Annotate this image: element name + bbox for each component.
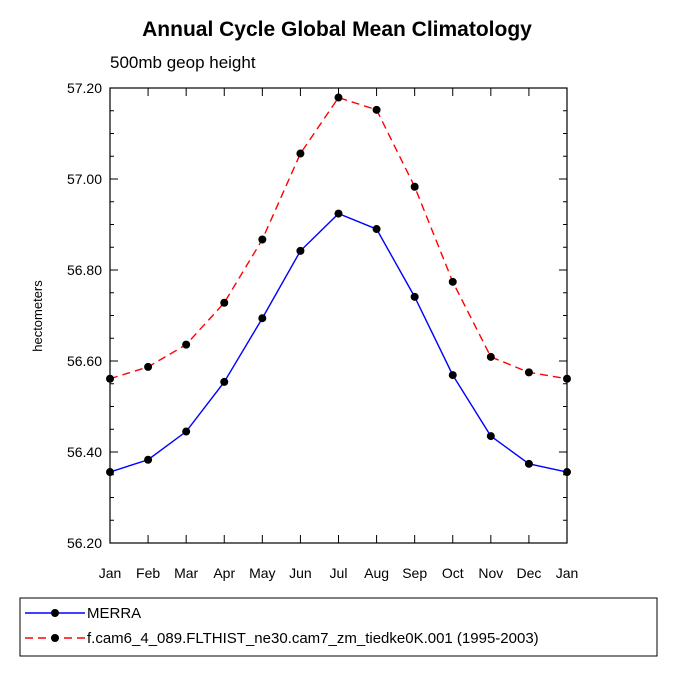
- series-2-point: [372, 105, 381, 114]
- series-2-point: [524, 368, 533, 377]
- series-2-point: [220, 298, 229, 307]
- series-1-point: [144, 455, 153, 464]
- plot-frame: [109, 87, 568, 544]
- x-tick-label: Apr: [213, 565, 235, 581]
- series-layer: [106, 93, 571, 477]
- series-line-1: [109, 212, 568, 473]
- series-1-point: [486, 432, 495, 441]
- series-1-point: [448, 371, 457, 380]
- legend-label-1: MERRA: [87, 605, 141, 622]
- series-line-2: [109, 96, 568, 380]
- x-tick-label: Jul: [330, 565, 348, 581]
- x-axis-ticks: Jan Feb Mar Apr May Jun Jul Aug Sep Oct Nov Dec Jan: [99, 88, 579, 581]
- y-tick-label: 56.80: [67, 262, 102, 278]
- series-1-point: [334, 209, 343, 218]
- series-2-point: [334, 93, 343, 102]
- series-1-point: [410, 292, 419, 301]
- x-tick-label: Nov: [478, 565, 503, 581]
- series-1-point: [372, 225, 381, 234]
- x-tick-label: Jun: [289, 565, 312, 581]
- legend-marker-2: [51, 634, 59, 642]
- y-tick-label: 57.20: [67, 80, 102, 96]
- x-tick-label: Mar: [174, 565, 198, 581]
- series-1-point: [258, 314, 267, 323]
- y-tick-label: 57.00: [67, 171, 102, 187]
- series-2-point: [296, 149, 305, 158]
- series-1-point: [296, 246, 305, 255]
- x-tick-label: May: [249, 565, 275, 581]
- legend-label-2: f.cam6_4_089.FLTHIST_ne30.cam7_zm_tiedke…: [87, 630, 539, 647]
- series-2-point: [486, 352, 495, 361]
- series-1-point: [182, 427, 191, 436]
- x-tick-label: Sep: [402, 565, 427, 581]
- series-2-point: [182, 340, 191, 349]
- legend-frame: [19, 597, 658, 657]
- y-axis-ticks: 56.20 56.40 56.60 56.80 57.00 57.20: [67, 80, 567, 551]
- legend-marker-1: [51, 609, 59, 617]
- series-1-point: [524, 459, 533, 468]
- series-2-point: [144, 362, 153, 371]
- legend: MERRA f.cam6_4_089.FLTHIST_ne30.cam7_zm_t…: [19, 597, 658, 657]
- chart-subtitle: 500mb geop height: [110, 53, 256, 72]
- x-tick-label: Feb: [136, 565, 160, 581]
- y-tick-label: 56.20: [67, 535, 102, 551]
- x-tick-label: Aug: [364, 565, 389, 581]
- chart-title: Annual Cycle Global Mean Climatology: [142, 18, 532, 41]
- series-1-point: [220, 377, 229, 386]
- y-tick-label: 56.40: [67, 444, 102, 460]
- x-tick-label: Oct: [442, 565, 464, 581]
- series-2-point: [448, 277, 457, 286]
- series-2-point: [410, 182, 419, 191]
- series-2-point: [258, 235, 267, 244]
- x-tick-label: Jan: [99, 565, 122, 581]
- x-tick-label: Jan: [556, 565, 579, 581]
- x-tick-label: Dec: [516, 565, 541, 581]
- legend-items: MERRA f.cam6_4_089.FLTHIST_ne30.cam7_zm_t…: [25, 605, 539, 647]
- y-axis-label: hectometers: [30, 280, 45, 352]
- plot-area: 56.20 56.40 56.60 56.80 57.00 57.20 Jan Feb Mar…: [67, 80, 578, 581]
- y-tick-label: 56.60: [67, 353, 102, 369]
